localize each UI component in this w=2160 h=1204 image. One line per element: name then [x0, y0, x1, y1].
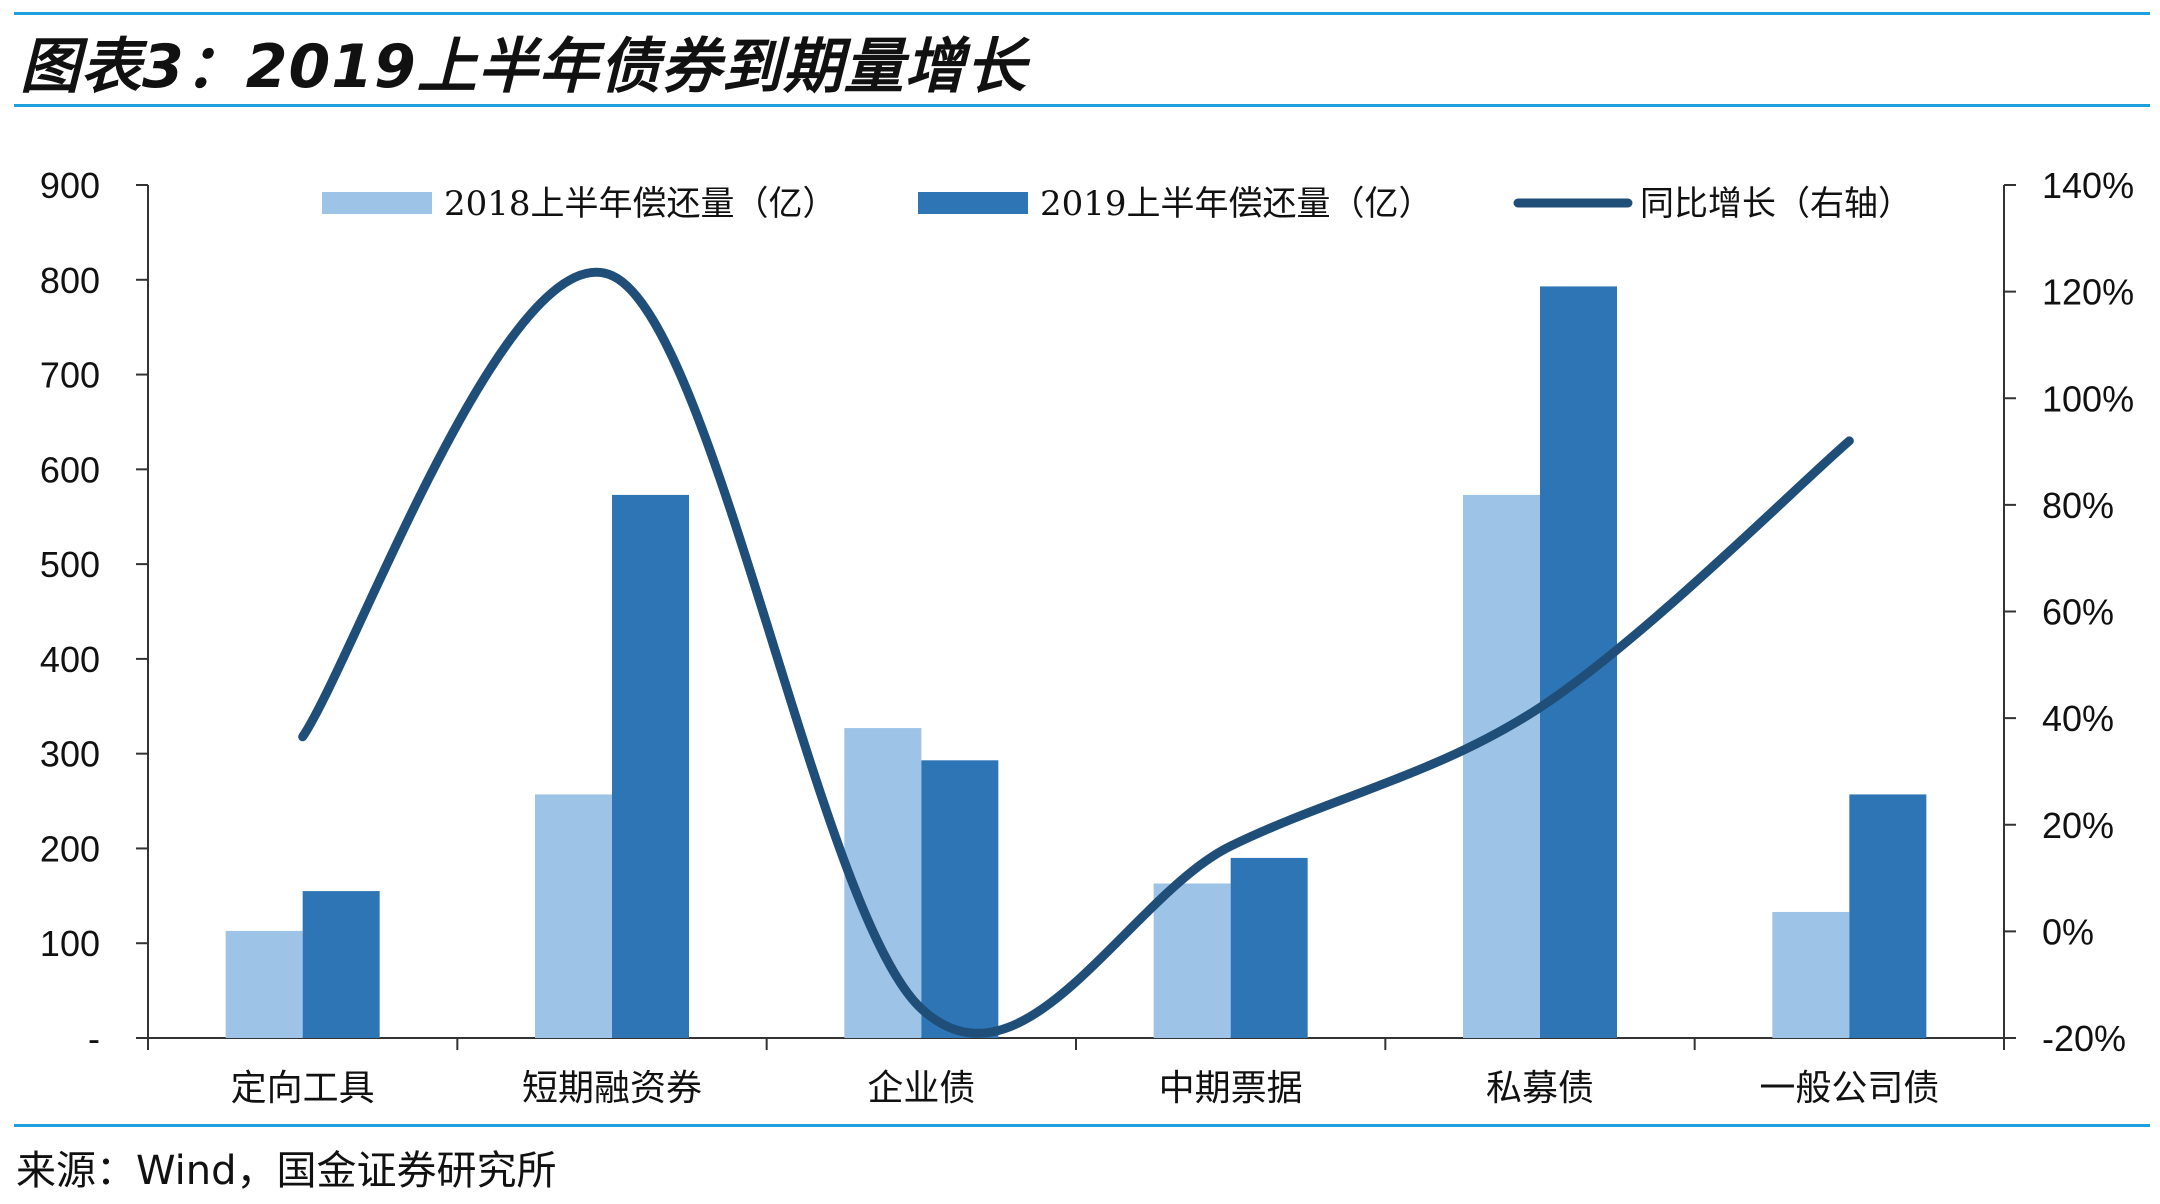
legend-label-2019: 2019上半年偿还量（亿）: [1040, 184, 1433, 224]
y-right-tick-label: 0%: [2042, 911, 2094, 952]
source-rule: [14, 1124, 2150, 1127]
bar-2019: [1230, 857, 1308, 1038]
y-right-tick-label: 80%: [2042, 485, 2114, 526]
y-right-tick-label: 40%: [2042, 698, 2114, 739]
x-category-label: 短期融资券: [522, 1068, 702, 1109]
bar-2018: [535, 794, 612, 1038]
source-note: 来源：Wind，国金证券研究所: [16, 1148, 557, 1194]
legend-swatch-2018: [322, 192, 432, 214]
bar-2018: [1153, 883, 1231, 1038]
title-rule-bottom: [14, 104, 2150, 107]
y-left-tick-label: 100: [40, 923, 100, 964]
bar-2018: [1772, 911, 1850, 1038]
y-left-tick-label: 400: [40, 639, 100, 680]
x-category-label: 一般公司债: [1759, 1068, 1939, 1109]
y-right-tick-label: 120%: [2042, 272, 2134, 313]
bar-2019: [302, 891, 380, 1038]
bar-2019: [612, 494, 689, 1038]
legend-label-2018: 2018上半年偿还量（亿）: [444, 184, 837, 224]
y-left-tick-label: -: [88, 1018, 100, 1059]
y-right-tick-label: 140%: [2042, 165, 2134, 206]
y-right-tick-label: 100%: [2042, 378, 2134, 419]
title-rule-top: [14, 12, 2150, 15]
y-left-tick-label: 900: [40, 165, 100, 206]
y-left-tick-label: 800: [40, 260, 100, 301]
y-left-tick-label: 200: [40, 828, 100, 869]
bar-2019: [921, 760, 999, 1038]
legend-label-yoy: 同比增长（右轴）: [1640, 184, 1912, 224]
y-left-tick-label: 500: [40, 544, 100, 585]
y-left-tick-label: 300: [40, 734, 100, 775]
y-left-tick-label: 600: [40, 449, 100, 490]
bar-line-chart: - 100 200 300 400 500 600 700 800 900 -20% 0% 20% 40%…: [40, 165, 2134, 1109]
x-category-label: 中期票据: [1159, 1068, 1303, 1109]
y-right-tick-label: 20%: [2042, 805, 2114, 846]
x-category-label: 企业债: [867, 1068, 975, 1109]
legend-swatch-2019: [918, 192, 1028, 214]
chart-title: 图表3：2019上半年债券到期量增长: [20, 32, 1027, 102]
x-category-label: 定向工具: [231, 1068, 375, 1109]
bar-2018: [1463, 494, 1540, 1038]
y-right-tick-label: -20%: [2042, 1018, 2126, 1059]
x-category-label: 私募债: [1486, 1068, 1594, 1109]
bar-2019: [1849, 794, 1927, 1038]
bar-2018: [225, 930, 303, 1038]
y-left-tick-label: 700: [40, 355, 100, 396]
yoy-growth-line: [298, 267, 1854, 1038]
y-right-tick-label: 60%: [2042, 592, 2114, 633]
